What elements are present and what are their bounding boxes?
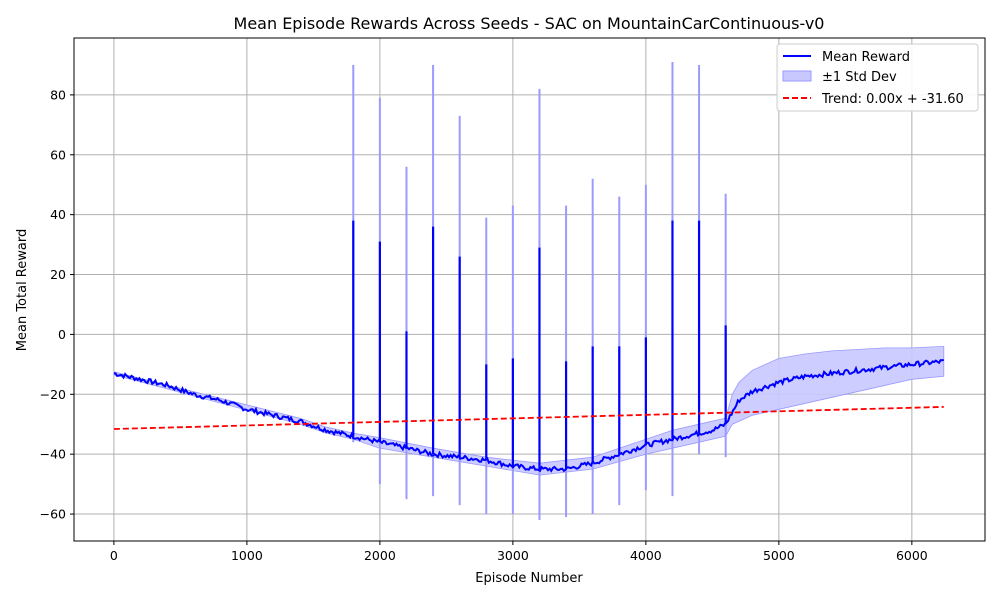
y-tick-label: −40 xyxy=(40,447,66,462)
x-tick-label: 3000 xyxy=(497,548,529,563)
mean-reward-line xyxy=(113,358,945,473)
y-tick-label: 40 xyxy=(50,207,66,222)
x-axis-label: Episode Number xyxy=(475,571,583,586)
chart-title: Mean Episode Rewards Across Seeds - SAC … xyxy=(234,14,825,33)
legend-trend-label: Trend: 0.00x + -31.60 xyxy=(821,92,964,107)
x-tick-label: 4000 xyxy=(630,548,662,563)
y-tick-label: 60 xyxy=(50,147,66,162)
x-axis-ticks: 0 1000 2000 3000 4000 5000 6000 xyxy=(110,541,928,563)
x-tick-label: 6000 xyxy=(896,548,928,563)
std-band xyxy=(113,345,945,476)
mean-reward-layer xyxy=(113,220,945,473)
x-tick-label: 2000 xyxy=(364,548,396,563)
trend-layer xyxy=(113,406,944,430)
y-tick-label: 20 xyxy=(50,267,66,282)
y-tick-label: −60 xyxy=(40,507,66,522)
y-tick-label: −20 xyxy=(40,387,66,402)
y-axis-ticks: −60 −40 −20 0 20 40 60 80 xyxy=(40,87,74,522)
std-band-layer xyxy=(113,61,945,521)
trend-line xyxy=(113,406,944,430)
plot-frame xyxy=(73,37,986,542)
y-axis-label: Mean Total Reward xyxy=(15,229,30,351)
x-tick-label: 0 xyxy=(110,548,118,563)
y-tick-label: 80 xyxy=(50,87,66,102)
legend-band-label: ±1 Std Dev xyxy=(822,70,897,85)
legend: Mean Reward ±1 Std Dev Trend: 0.00x + -3… xyxy=(776,43,979,112)
x-tick-label: 5000 xyxy=(763,548,795,563)
x-tick-label: 1000 xyxy=(231,548,263,563)
y-tick-label: 0 xyxy=(58,327,66,342)
legend-band-swatch xyxy=(782,70,812,82)
legend-box xyxy=(776,43,979,112)
legend-mean-label: Mean Reward xyxy=(822,50,910,65)
